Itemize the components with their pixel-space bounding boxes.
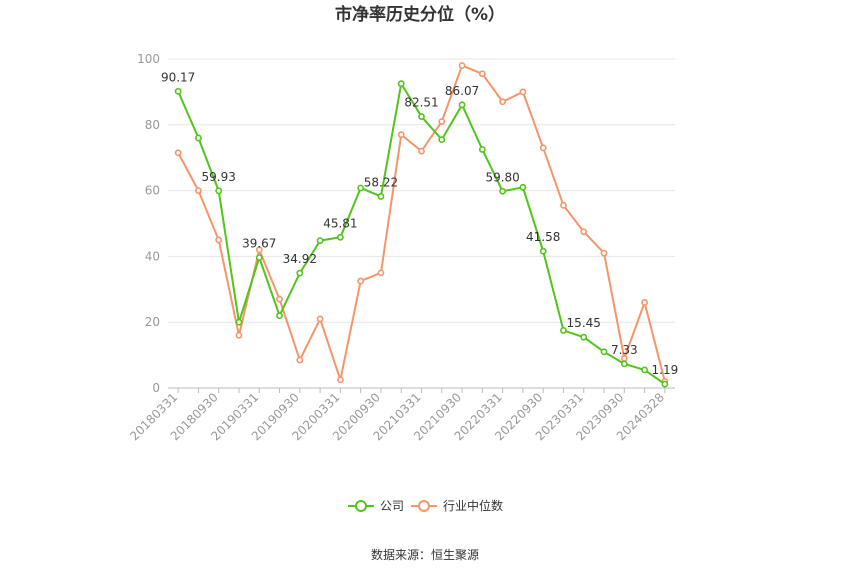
data-point-company xyxy=(377,193,385,200)
data-point-company xyxy=(438,136,446,144)
data-point-industry-median xyxy=(641,299,648,306)
series-line-industry-median xyxy=(177,64,666,382)
y-tick-label: 100 xyxy=(137,52,160,66)
data-point-company xyxy=(316,237,324,245)
data-label-company: 86.07 xyxy=(445,84,479,98)
data-point-company xyxy=(600,348,608,356)
y-tick-label: 40 xyxy=(145,249,160,263)
data-point-industry-median xyxy=(499,98,507,106)
data-point-industry-median xyxy=(316,315,324,323)
data-label-company: 7.33 xyxy=(611,343,638,357)
grid xyxy=(168,58,675,323)
legend[interactable]: 公司 行业中位数 xyxy=(348,498,503,513)
data-point-company xyxy=(255,254,263,261)
data-label-company: 59.80 xyxy=(485,170,519,184)
data-label-company: 45.81 xyxy=(323,216,357,230)
source-note: 数据来源：恒生聚源 xyxy=(371,547,479,562)
data-point-industry-median xyxy=(174,149,182,157)
data-point-company xyxy=(560,327,567,334)
data-point-company xyxy=(641,366,648,374)
y-tick-label: 60 xyxy=(145,184,160,198)
legend-label-industry-median: 行业中位数 xyxy=(443,498,503,513)
data-point-company xyxy=(580,333,588,341)
data-point-industry-median xyxy=(235,331,243,339)
data-point-industry-median xyxy=(195,187,202,194)
y-tick-label: 20 xyxy=(145,315,160,329)
data-point-industry-median xyxy=(377,269,385,277)
data-point-industry-median xyxy=(478,70,486,78)
data-point-company xyxy=(418,113,425,120)
data-point-company xyxy=(539,247,547,255)
data-point-company xyxy=(397,80,405,88)
series-lines xyxy=(174,62,669,388)
data-label-company: 15.45 xyxy=(567,316,601,330)
data-point-company xyxy=(478,146,486,153)
legend-item-company[interactable]: 公司 xyxy=(348,499,404,513)
y-tick-label: 0 xyxy=(152,381,160,395)
data-point-industry-median xyxy=(397,131,405,139)
data-point-industry-median xyxy=(560,202,567,209)
data-point-industry-median xyxy=(418,147,425,155)
series-line-company xyxy=(177,82,666,385)
data-point-industry-median xyxy=(580,228,588,236)
legend-item-industry-median[interactable]: 行业中位数 xyxy=(411,498,503,513)
data-point-company xyxy=(357,184,365,192)
data-point-company xyxy=(235,318,243,326)
x-axis: 2018033120180930201903312019093020200331… xyxy=(127,387,675,443)
data-point-industry-median xyxy=(276,295,283,303)
data-point-industry-median xyxy=(458,62,466,69)
legend-label-company: 公司 xyxy=(380,499,404,513)
legend-marker-industry-median xyxy=(418,500,430,512)
data-point-company xyxy=(296,269,304,277)
y-axis-ticks: 0 20 40 60 80 100 xyxy=(137,52,160,395)
data-point-industry-median xyxy=(296,356,304,364)
data-point-industry-median xyxy=(215,236,223,244)
chart-title: 市净率历史分位（%） xyxy=(335,4,505,25)
data-label-company: 41.58 xyxy=(526,230,560,244)
data-point-company xyxy=(195,134,202,142)
data-point-company xyxy=(215,187,223,195)
data-label-company: 90.17 xyxy=(161,70,195,84)
data-point-industry-median xyxy=(519,88,527,96)
data-point-company xyxy=(620,360,628,368)
data-label-company: 58.22 xyxy=(364,175,398,189)
data-label-company: 59.93 xyxy=(202,170,236,184)
data-point-company xyxy=(336,233,344,241)
data-point-industry-median xyxy=(539,144,547,152)
data-label-company: 39.67 xyxy=(242,236,276,250)
data-point-company xyxy=(276,312,283,320)
data-point-industry-median xyxy=(438,118,446,125)
data-label-company: 34.92 xyxy=(283,252,317,266)
data-label-company: 1.19 xyxy=(652,363,679,377)
data-point-industry-median xyxy=(357,277,365,285)
data-point-company xyxy=(519,183,527,191)
legend-marker-company xyxy=(355,500,367,512)
data-point-company xyxy=(661,380,669,388)
y-tick-label: 80 xyxy=(145,118,160,132)
data-point-company xyxy=(458,101,466,109)
data-label-company: 82.51 xyxy=(404,96,438,110)
data-point-industry-median xyxy=(600,249,608,257)
data-point-industry-median xyxy=(336,376,344,384)
data-point-industry-median xyxy=(255,246,263,254)
data-point-company xyxy=(499,187,507,195)
data-point-company xyxy=(174,87,182,95)
data-labels: 90.17 59.93 39.67 34.92 45.81 58.22 82.51 86.07… xyxy=(161,70,678,377)
